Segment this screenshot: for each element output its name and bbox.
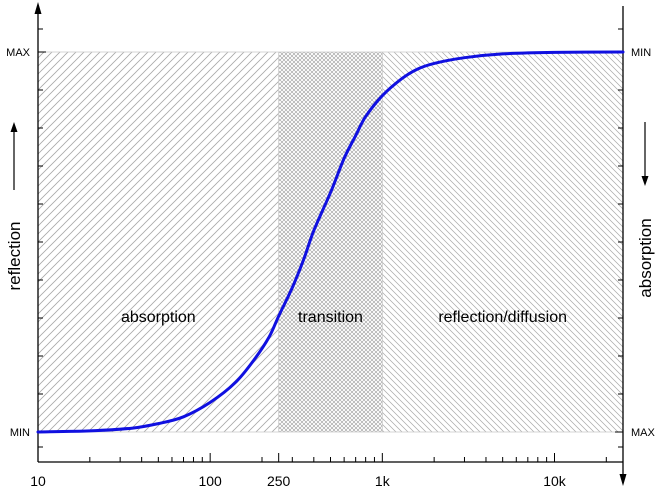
down-arrow-icon <box>619 474 627 486</box>
region-label-2: reflection/diffusion <box>438 309 567 326</box>
region-label-0: absorption <box>121 309 196 326</box>
region-0 <box>38 52 279 432</box>
right-bottom-label: MAX <box>631 427 656 439</box>
x-axis: 10 100 250 1k 10k <box>30 453 623 489</box>
region-labels: absorption transition reflection/diffusion <box>121 309 567 326</box>
right-axis <box>615 6 627 486</box>
x-tick-label: 250 <box>267 473 291 489</box>
left-top-label: MAX <box>6 47 31 59</box>
left-bottom-label: MIN <box>10 427 30 439</box>
x-tick-label: 1k <box>375 473 391 489</box>
reflection-arrowhead-icon <box>10 122 18 132</box>
absorption-arrowhead-icon <box>641 176 649 186</box>
region-label-1: transition <box>298 309 363 326</box>
x-tick-label: 100 <box>198 473 222 489</box>
left-axis-title-group: reflection <box>5 122 24 290</box>
region-2 <box>382 52 623 432</box>
region-1 <box>278 52 383 432</box>
right-top-label: MIN <box>631 47 651 59</box>
up-arrow-icon <box>34 2 42 14</box>
x-tick-label: 10k <box>543 473 567 489</box>
right-axis-title-group: absorption <box>636 122 655 298</box>
series-line <box>36 50 625 434</box>
x-tick-label: 10 <box>30 473 46 489</box>
y-axis-label-right: absorption <box>636 218 655 297</box>
regions <box>38 51 623 433</box>
y-axis-label: reflection <box>5 222 24 291</box>
